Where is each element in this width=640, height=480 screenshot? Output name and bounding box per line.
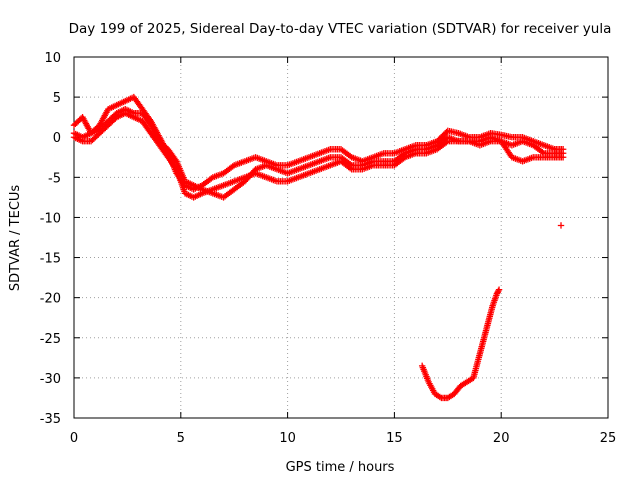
data-point-marker [495, 286, 503, 293]
y-tick-label: 0 [53, 131, 61, 146]
y-tick-label: 5 [53, 91, 61, 106]
y-tick-label: -5 [48, 171, 61, 186]
y-tick-label: -30 [40, 372, 61, 387]
y-tick-label: 10 [44, 51, 61, 66]
x-tick-label: 0 [70, 431, 78, 446]
x-axis-label: GPS time / hours [286, 460, 395, 475]
series-5 [557, 222, 565, 229]
x-tick-label: 25 [600, 431, 617, 446]
axis-ticks: 0 5 10 15 20 25 10 5 0 -5 -10 -15 -20 -25 -30 -35 [40, 51, 617, 446]
x-tick-label: 15 [386, 431, 403, 446]
data-point-marker [559, 154, 567, 161]
y-axis-label: SDTVAR / TECUs [8, 185, 23, 292]
y-tick-label: -15 [40, 252, 61, 267]
chart-title: Day 199 of 2025, Sidereal Day-to-day VTE… [69, 21, 612, 37]
x-tick-label: 5 [177, 431, 185, 446]
y-tick-label: -10 [40, 211, 61, 226]
data-point-marker [495, 287, 502, 295]
y-tick-label: -25 [40, 332, 61, 347]
data-point-marker [557, 222, 565, 229]
series-3 [70, 105, 567, 201]
series-4 [418, 286, 503, 402]
x-tick-label: 20 [493, 431, 510, 446]
y-tick-label: -35 [40, 412, 61, 427]
plot-frame [73, 56, 609, 419]
x-tick-label: 10 [279, 431, 296, 446]
y-tick-label: -20 [40, 292, 61, 307]
data-points [70, 93, 567, 402]
